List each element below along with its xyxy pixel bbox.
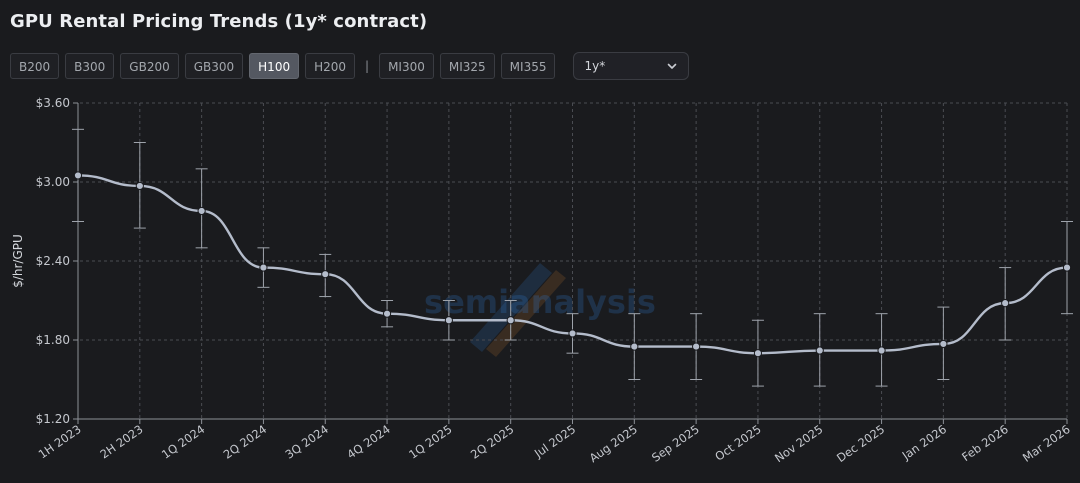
x-tick-label: 2Q 2024 (221, 422, 269, 462)
gpu-filter-toolbar: B200 B300 GB200 GB300 H100 H200 | MI300 MI325 M… (10, 52, 690, 80)
data-point (259, 263, 268, 272)
gpu-chip-gb300[interactable]: GB300 (184, 53, 244, 79)
gpu-chip-h100[interactable]: H100 (249, 53, 300, 79)
contract-select[interactable]: 1y* (573, 52, 690, 80)
x-tick-label: 1Q 2025 (406, 422, 454, 462)
group-separator: | (365, 59, 370, 73)
data-point (568, 329, 577, 338)
y-axis-title: $/hr/GPU (11, 234, 25, 288)
y-tick-label: $1.80 (36, 333, 70, 347)
gpu-chip-b200[interactable]: B200 (10, 53, 60, 79)
y-tick-label: $1.20 (36, 412, 70, 426)
data-point (197, 206, 206, 216)
data-point (135, 181, 144, 191)
x-tick-label: 2H 2023 (97, 422, 145, 462)
x-tick-label: 2Q 2025 (468, 422, 516, 462)
watermark: semianalysis (424, 263, 656, 357)
error-bars (72, 128, 1073, 387)
data-point (444, 316, 453, 325)
y-tick-label: $2.40 (36, 254, 70, 268)
x-tick-label: Aug 2025 (587, 422, 640, 465)
data-point (630, 342, 639, 351)
gpu-chip-mi355[interactable]: MI355 (500, 53, 556, 79)
data-point (1001, 299, 1010, 308)
page-title: GPU Rental Pricing Trends (1y* contract) (10, 11, 428, 32)
x-tick-label: Dec 2025 (834, 422, 887, 465)
chevron-down-icon (668, 63, 677, 69)
gpu-chip-b300[interactable]: B300 (65, 53, 115, 79)
data-point (382, 309, 392, 318)
data-point (1062, 263, 1072, 272)
contract-select-value: 1y* (584, 59, 606, 73)
x-tick-label: Mar 2026 (1020, 422, 1073, 465)
x-tick-label: Oct 2025 (712, 422, 763, 464)
x-tick-label: 1H 2023 (36, 422, 84, 462)
series-line (77, 174, 1068, 355)
x-tick-label: 4Q 2024 (344, 422, 392, 462)
gpu-chip-mi300[interactable]: MI300 (379, 53, 434, 79)
y-tick-label: $3.60 (36, 96, 70, 110)
data-point (321, 270, 330, 279)
gpu-chip-gb200[interactable]: GB200 (120, 53, 179, 79)
watermark-text: semianalysis (424, 283, 656, 321)
data-point (692, 342, 701, 351)
x-tick-label: Jul 2025 (531, 422, 578, 461)
x-tick-label: Nov 2025 (772, 422, 825, 465)
data-point (753, 349, 763, 358)
x-tick-label: Feb 2026 (959, 422, 1011, 464)
x-tick-label: Sep 2025 (649, 422, 702, 465)
x-tick-label: 3Q 2024 (283, 422, 331, 462)
gpu-chip-h200[interactable]: H200 (305, 53, 356, 79)
data-point (73, 171, 83, 180)
nvidia-gpu-group: B200 B300 GB200 GB300 H100 H200 (10, 53, 361, 79)
grid (74, 102, 1068, 420)
watermark-slash-orange (486, 270, 566, 357)
y-tick-label: $3.00 (36, 175, 70, 189)
x-tick-label: Jan 2026 (899, 422, 949, 463)
pricing-line-chart: semianalysis $1.20 $1.80 $2.40 $3.00 $3.60 $/h… (11, 96, 1073, 465)
data-point (939, 339, 948, 349)
data-point (877, 346, 886, 355)
x-tick-label: 1Q 2024 (159, 422, 207, 462)
data-point (815, 346, 824, 355)
amd-gpu-group: MI300 MI325 MI355 (379, 53, 561, 79)
gpu-chip-mi325[interactable]: MI325 (439, 53, 495, 79)
data-point (506, 316, 515, 325)
